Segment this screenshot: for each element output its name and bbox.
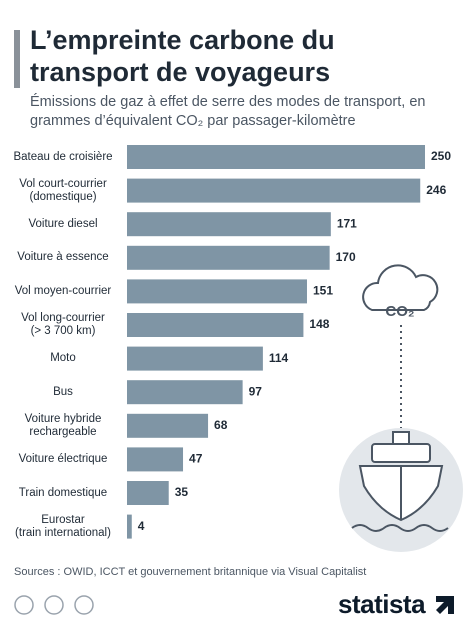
value-label: 114	[269, 351, 289, 365]
bar	[127, 413, 209, 438]
bar	[127, 514, 132, 539]
category-label: Moto	[50, 352, 76, 365]
ship-chimney	[392, 431, 410, 445]
category-label: Vol court-courrier (domestique)	[19, 177, 107, 203]
chart-subtitle: Émissions de gaz à effet de serre des mo…	[30, 94, 426, 129]
category-label: Voiture électrique	[18, 452, 108, 465]
bar	[127, 346, 263, 371]
cloud	[362, 264, 439, 311]
category-label: Train domestique	[18, 486, 108, 499]
bar	[127, 212, 331, 237]
category-label: Vol moyen-courrier	[14, 284, 112, 297]
category-label: Voiture hybride rechargeable	[24, 412, 102, 438]
footer-icons	[14, 595, 454, 615]
value-label: 97	[249, 384, 263, 398]
bar	[127, 313, 304, 337]
category-label: Voiture à essence	[17, 251, 109, 264]
value-label: 47	[189, 452, 203, 466]
value-label: 148	[309, 317, 329, 331]
illustration: CO₂	[339, 264, 463, 552]
bar	[127, 447, 184, 472]
bar	[127, 245, 330, 270]
bar	[127, 145, 425, 169]
bar	[127, 380, 243, 405]
source: Sources : OWID, ICCT et gouvernement bri…	[14, 566, 367, 578]
bar	[127, 481, 169, 505]
ship-cabin	[371, 443, 431, 463]
bar	[127, 279, 307, 304]
waves	[351, 524, 449, 532]
value-label: 246	[426, 183, 446, 197]
category-label: Vol long-courrier (> 3 700 km)	[21, 312, 105, 337]
cloud-label: CO₂	[385, 303, 414, 320]
category-label: Bateau de croisière	[13, 150, 113, 163]
value-label: 35	[175, 485, 189, 499]
bar	[127, 178, 421, 203]
category-label: Bus	[53, 385, 73, 398]
category-label: Voiture diesel	[28, 217, 98, 230]
value-label: 250	[431, 149, 451, 163]
value-label: 4	[138, 519, 145, 533]
value-label: 170	[336, 250, 356, 264]
title-accent	[14, 30, 20, 88]
value-label: 171	[337, 216, 357, 230]
brand-logo: statista	[338, 589, 426, 619]
chart-title: L’empreinte carbone du transport de voya…	[30, 25, 335, 87]
category-label: Eurostar (train international)	[15, 513, 111, 539]
value-label: 68	[214, 418, 228, 432]
value-label: 151	[313, 284, 333, 298]
